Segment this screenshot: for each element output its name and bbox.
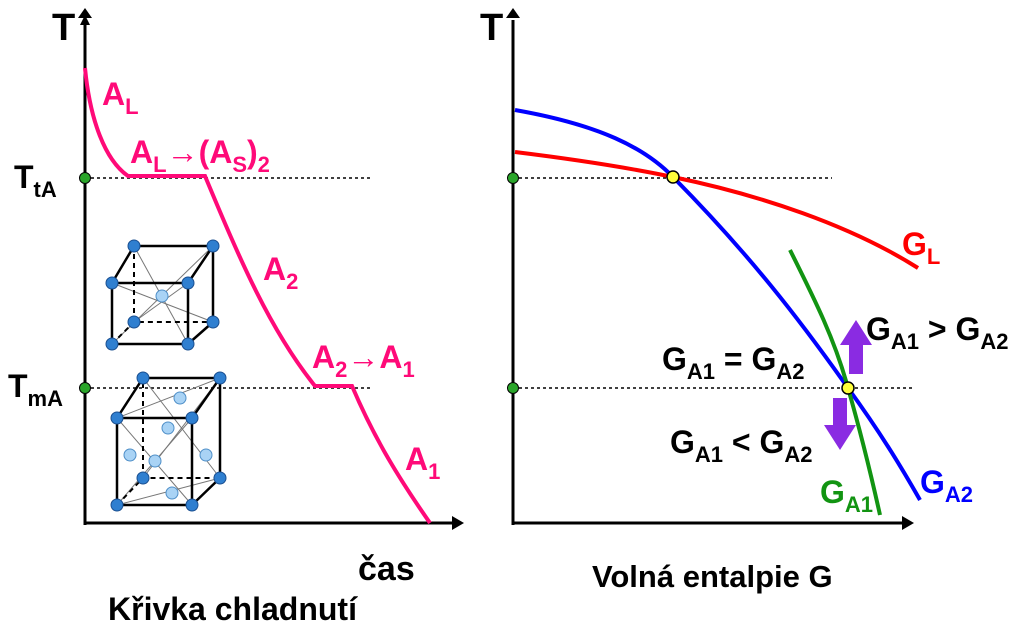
label-text: A [312, 339, 335, 375]
point [508, 383, 519, 394]
subscript: L [927, 244, 940, 269]
axis-label: čas [358, 550, 415, 588]
label-text: G [920, 464, 945, 500]
subscript: 1 [402, 357, 414, 382]
label-text: G [670, 424, 695, 460]
intersection [667, 171, 679, 183]
subscript: A1 [845, 492, 873, 517]
phase-label: A2→A1 [312, 339, 415, 382]
diagram: T T čas Křivka chladnutí Volná entalpie … [0, 0, 1029, 630]
g-liquid-curve [515, 152, 918, 268]
subscript: mA [28, 386, 64, 411]
subscript: 2 [286, 269, 298, 294]
caption: Křivka chladnutí [108, 591, 358, 627]
fcc-cube [111, 372, 226, 511]
label-text: →A [347, 339, 402, 375]
label-text: G [662, 341, 687, 377]
curve-label: GA2 [920, 464, 973, 507]
label-text: →(A [167, 134, 233, 170]
point [508, 173, 519, 184]
phase-label: AL→(AS)2 [130, 134, 270, 177]
label-text: A [130, 134, 153, 170]
subscript: A1 [695, 442, 723, 467]
point [80, 173, 91, 184]
bcc-cube [106, 240, 219, 350]
label-text: A [263, 251, 286, 287]
subscript: A1 [891, 329, 919, 354]
relation-label: GA1 > GA2 [866, 311, 1009, 354]
subscript: 1 [428, 459, 440, 484]
label-text: > G [919, 311, 980, 347]
label-text: T [8, 368, 28, 404]
subscript: L [153, 152, 166, 177]
subscript: L [125, 94, 138, 119]
subscript: A1 [687, 359, 715, 384]
arrowhead [902, 516, 914, 530]
phase-label: A2 [263, 251, 298, 294]
curve-label: GA1 [820, 474, 873, 517]
arrowhead [452, 516, 464, 530]
subscript: A2 [784, 442, 812, 467]
phase-label: AL [102, 76, 139, 119]
subscript: A2 [980, 329, 1008, 354]
label-text: < G [723, 424, 784, 460]
relation-label: GA1 = GA2 [662, 341, 805, 384]
axis-label: T [52, 7, 75, 49]
label-text: T [14, 159, 34, 195]
label-text: G [820, 474, 845, 510]
label-text: A [405, 441, 428, 477]
axis-label: Volná entalpie G [592, 559, 833, 594]
arrowhead [506, 8, 520, 18]
subscript: 2 [258, 152, 270, 177]
label-text: G [902, 226, 927, 262]
label-text: = G [715, 341, 776, 377]
label-text: G [866, 311, 891, 347]
temp-label: TmA [8, 368, 63, 411]
intersection [842, 382, 854, 394]
subscript: A2 [945, 482, 973, 507]
phase-label: A1 [405, 441, 440, 484]
subscript: A2 [776, 359, 804, 384]
point [80, 383, 91, 394]
label-text: A [102, 76, 125, 112]
subscript: tA [34, 177, 57, 202]
relation-label: GA1 < GA2 [670, 424, 813, 467]
temp-label: TtA [14, 159, 57, 202]
axis-label: T [480, 7, 503, 49]
subscript: S [232, 152, 247, 177]
arrowhead [78, 8, 92, 18]
label-text: ) [247, 134, 258, 170]
subscript: 2 [335, 357, 347, 382]
